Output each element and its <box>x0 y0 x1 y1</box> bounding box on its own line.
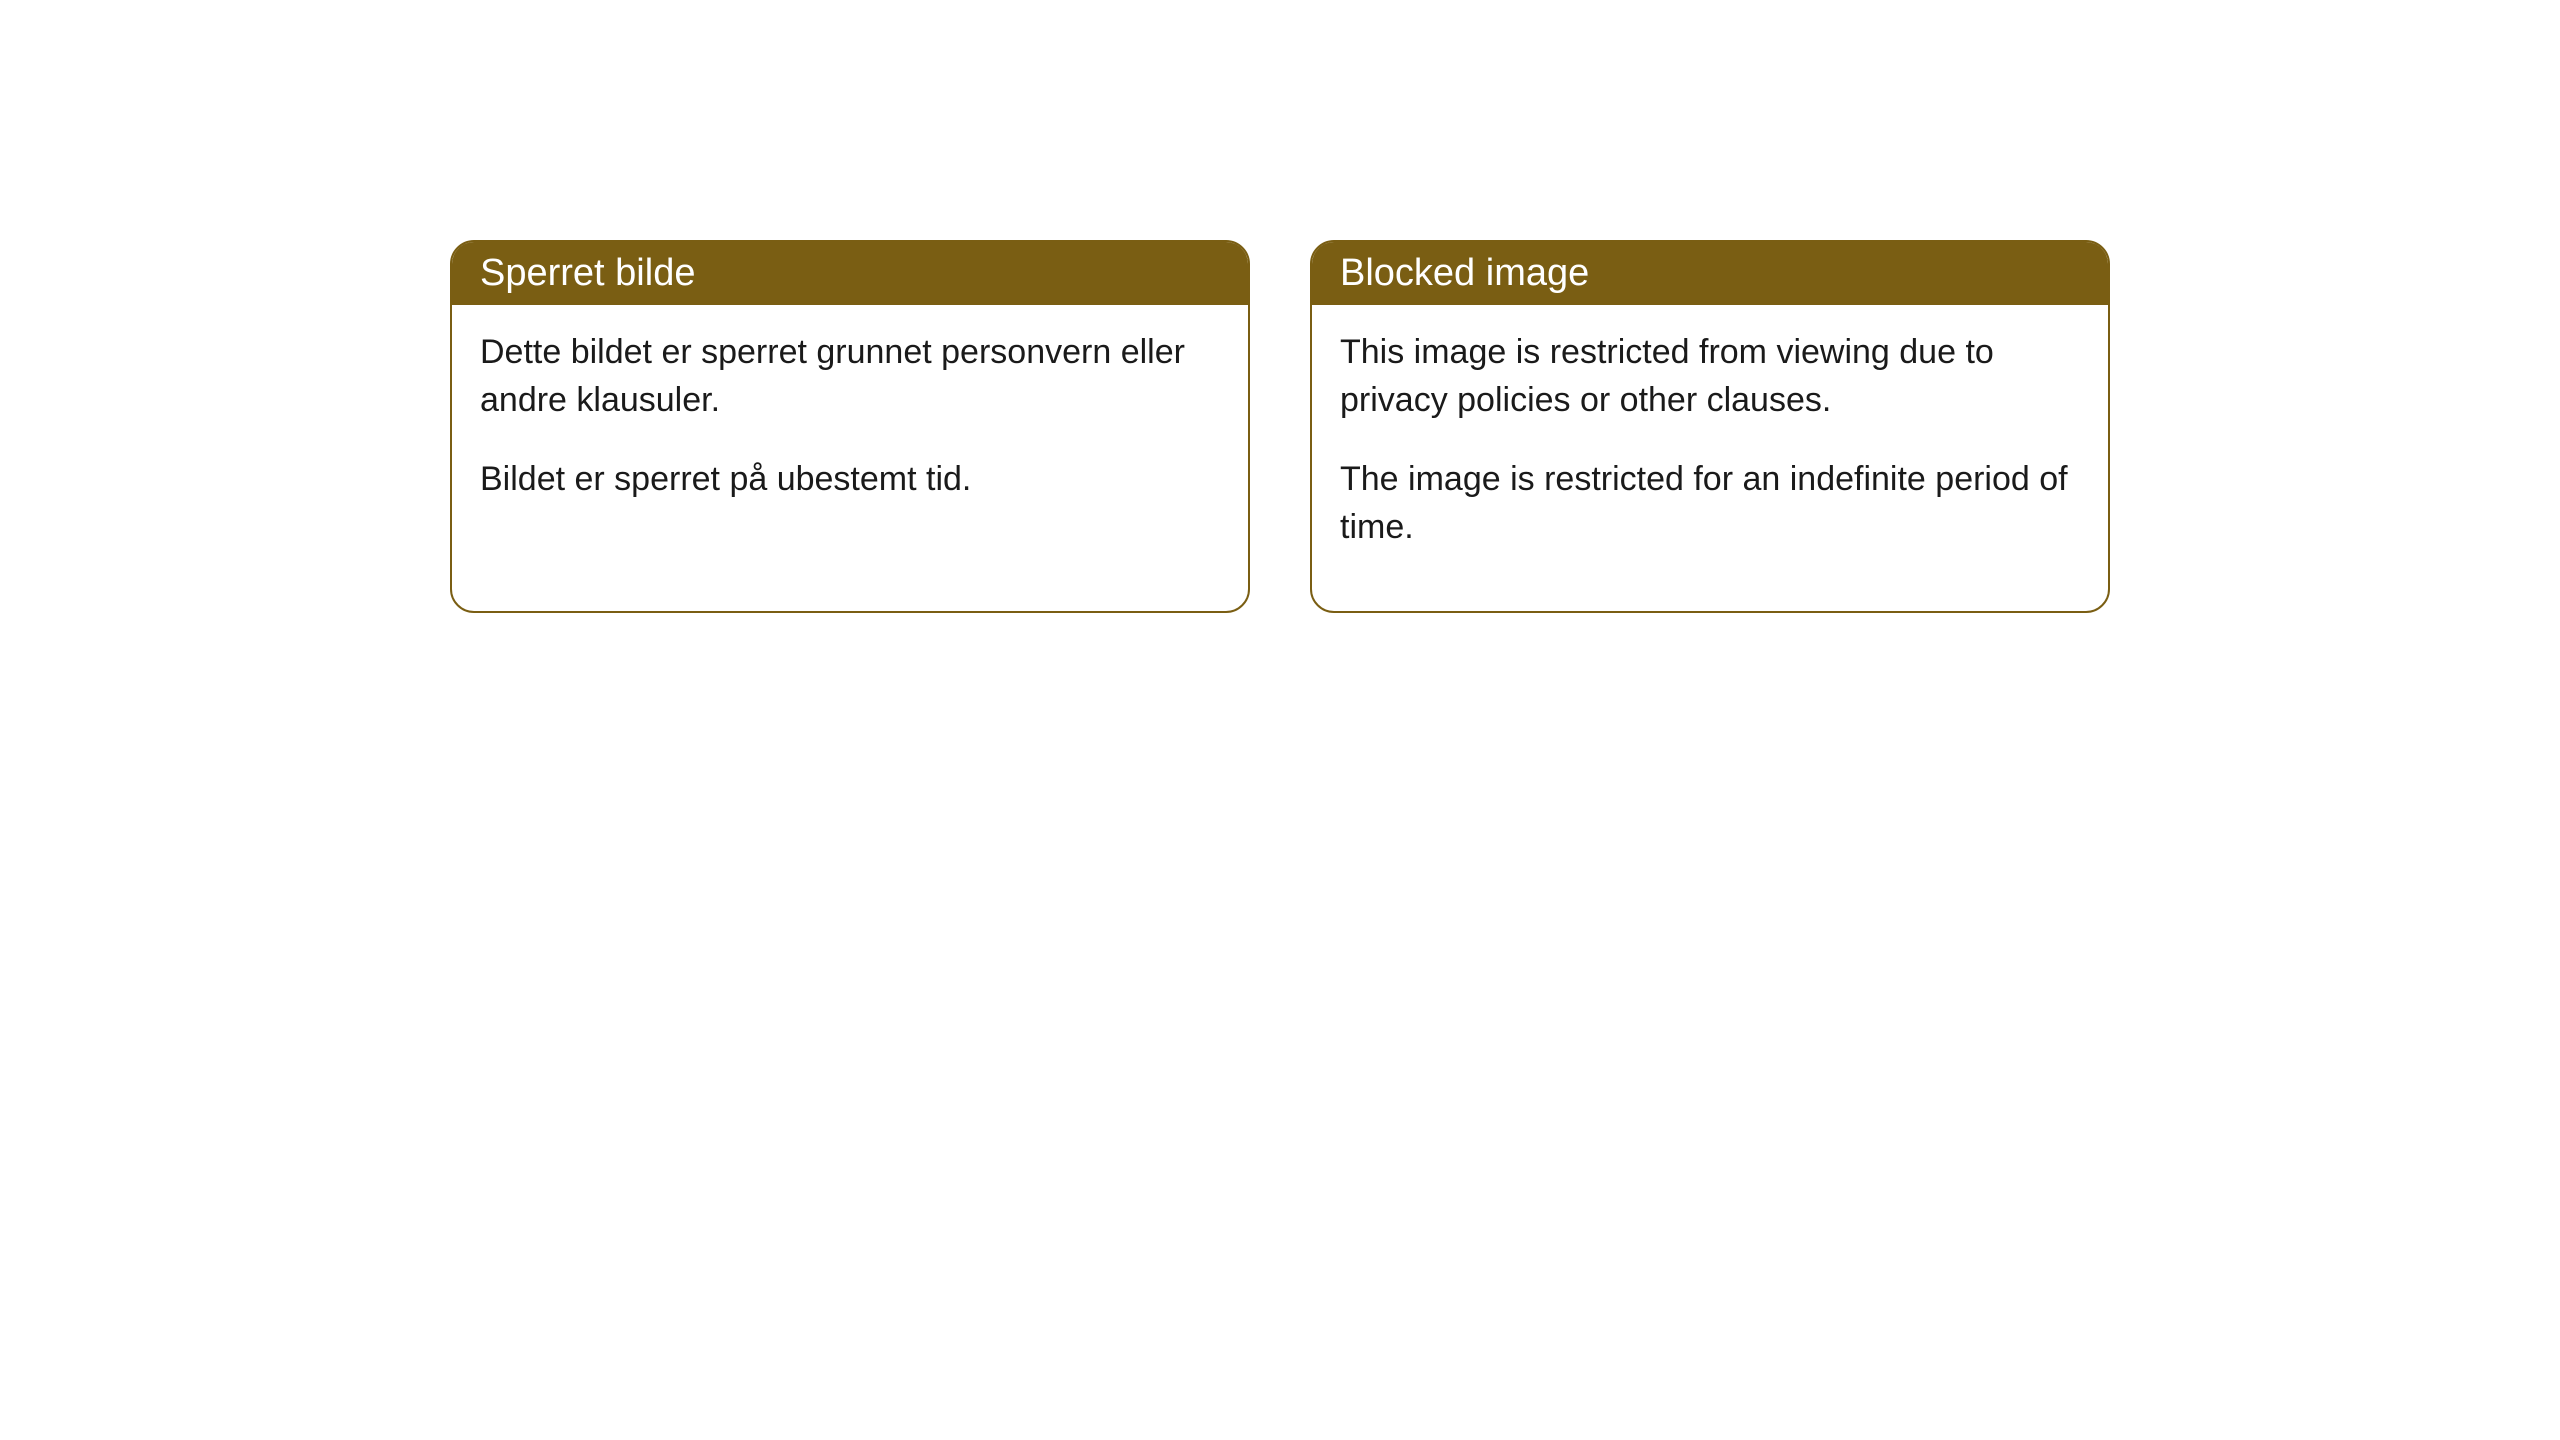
card-title-no: Sperret bilde <box>480 252 695 294</box>
card-paragraph-1-en: This image is restricted from viewing du… <box>1340 329 2080 424</box>
card-body-en: This image is restricted from viewing du… <box>1312 305 2108 611</box>
card-header-no: Sperret bilde <box>452 242 1248 305</box>
card-paragraph-2-en: The image is restricted for an indefinit… <box>1340 456 2080 551</box>
cards-container: Sperret bilde Dette bildet er sperret gr… <box>450 240 2110 613</box>
card-header-en: Blocked image <box>1312 242 2108 305</box>
card-body-no: Dette bildet er sperret grunnet personve… <box>452 305 1248 564</box>
card-paragraph-1-no: Dette bildet er sperret grunnet personve… <box>480 329 1220 424</box>
blocked-image-card-en: Blocked image This image is restricted f… <box>1310 240 2110 613</box>
card-title-en: Blocked image <box>1340 252 1589 294</box>
blocked-image-card-no: Sperret bilde Dette bildet er sperret gr… <box>450 240 1250 613</box>
card-paragraph-2-no: Bildet er sperret på ubestemt tid. <box>480 456 1220 504</box>
